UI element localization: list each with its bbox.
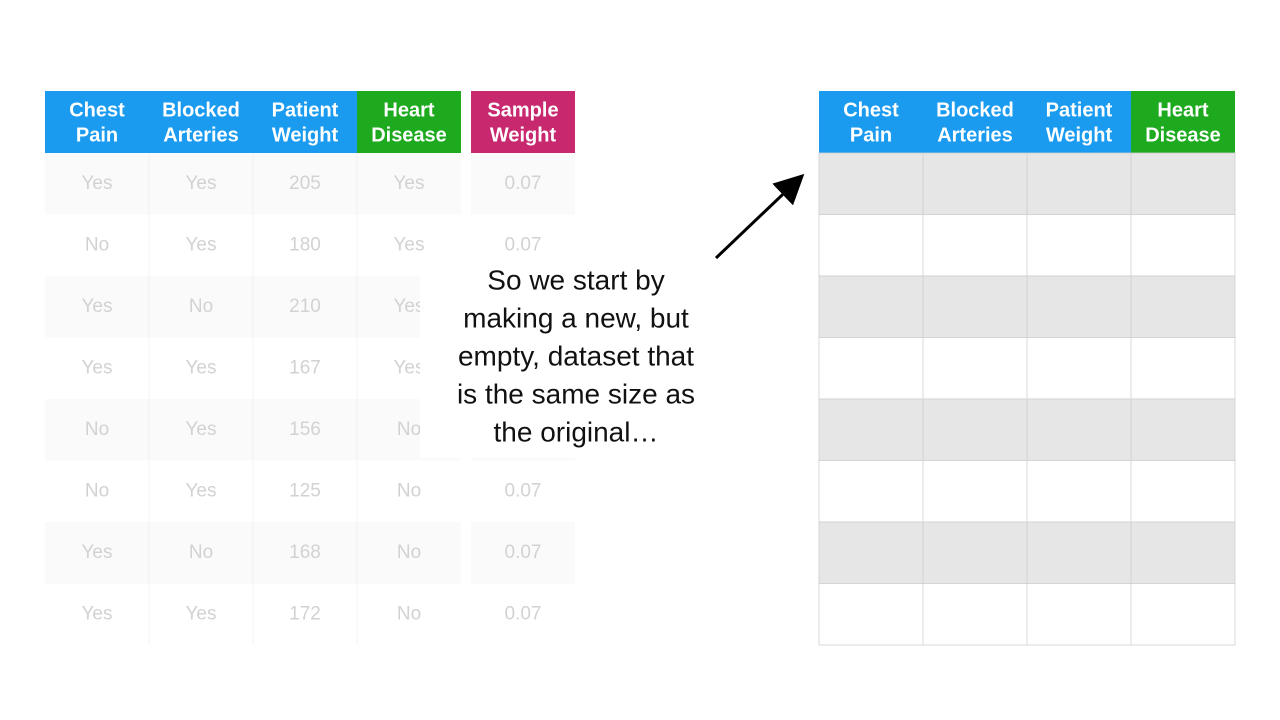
cell-text: No (397, 603, 421, 624)
header-text: Weight (1046, 124, 1113, 146)
cell-text: 0.07 (505, 480, 542, 501)
arrow (714, 173, 805, 260)
cell-text: Yes (394, 234, 425, 255)
row-bg (471, 522, 575, 584)
cell-text: Yes (82, 542, 113, 563)
cell-text: No (397, 542, 421, 563)
header-text: Blocked (936, 99, 1014, 121)
header-cell (1131, 91, 1235, 153)
header-text: Heart (1157, 99, 1208, 121)
header-text: Pain (850, 124, 892, 146)
header-text: Weight (272, 124, 339, 146)
callout-text: is the same size as (457, 378, 695, 409)
cell-text: Yes (82, 357, 113, 378)
header-text: Chest (69, 99, 125, 121)
cell-text: 180 (289, 234, 321, 255)
cell-text: Yes (394, 296, 425, 317)
cell-text: Yes (82, 603, 113, 624)
cell-text: Yes (186, 357, 217, 378)
header-cell (253, 91, 357, 153)
cell-text: Yes (186, 603, 217, 624)
cell-text: No (85, 480, 109, 501)
callout-text: making a new, but (463, 302, 689, 333)
cell-text: 0.07 (505, 173, 542, 194)
header-cell (819, 91, 923, 153)
cell-text: 0.07 (505, 542, 542, 563)
cell-text: 125 (289, 480, 321, 501)
header-cell (357, 91, 461, 153)
header-text: Arteries (937, 124, 1013, 146)
callout-bg (420, 258, 730, 458)
header-text: Heart (383, 99, 434, 121)
cell-text: No (397, 419, 421, 440)
cell-text: 205 (289, 173, 321, 194)
callout-text: the original… (494, 416, 659, 447)
header-cell (471, 91, 575, 153)
cell-text: Yes (186, 173, 217, 194)
cell-text: 172 (289, 603, 321, 624)
header-text: Weight (490, 124, 557, 146)
cell-text: 0.07 (505, 234, 542, 255)
cell-text: No (85, 234, 109, 255)
cell-text: 210 (289, 296, 321, 317)
header-cell (149, 91, 253, 153)
header-text: Chest (843, 99, 899, 121)
header-text: Pain (76, 124, 118, 146)
header-cell (45, 91, 149, 153)
cell-text: Yes (186, 480, 217, 501)
callout-text: empty, dataset that (458, 340, 694, 371)
cell-text: Yes (186, 234, 217, 255)
header-text: Disease (371, 124, 447, 146)
header-text: Disease (1145, 124, 1221, 146)
header-text: Patient (1046, 99, 1113, 121)
cell-text: No (189, 296, 213, 317)
header-text: Patient (272, 99, 339, 121)
header-text: Arteries (163, 124, 239, 146)
cell-text: 156 (289, 419, 321, 440)
header-text: Sample (487, 99, 558, 121)
header-text: Blocked (162, 99, 240, 121)
cell-text: Yes (82, 173, 113, 194)
cell-text: Yes (82, 296, 113, 317)
cell-text: 168 (289, 542, 321, 563)
cell-text: No (189, 542, 213, 563)
cell-text: Yes (394, 357, 425, 378)
row-bg (471, 153, 575, 215)
cell-text: 0.07 (505, 603, 542, 624)
cell-text: No (85, 419, 109, 440)
header-cell (1027, 91, 1131, 153)
header-cell (923, 91, 1027, 153)
callout-text: So we start by (487, 264, 664, 295)
cell-text: Yes (186, 419, 217, 440)
cell-text: Yes (394, 173, 425, 194)
cell-text: No (397, 480, 421, 501)
cell-text: 167 (289, 357, 321, 378)
